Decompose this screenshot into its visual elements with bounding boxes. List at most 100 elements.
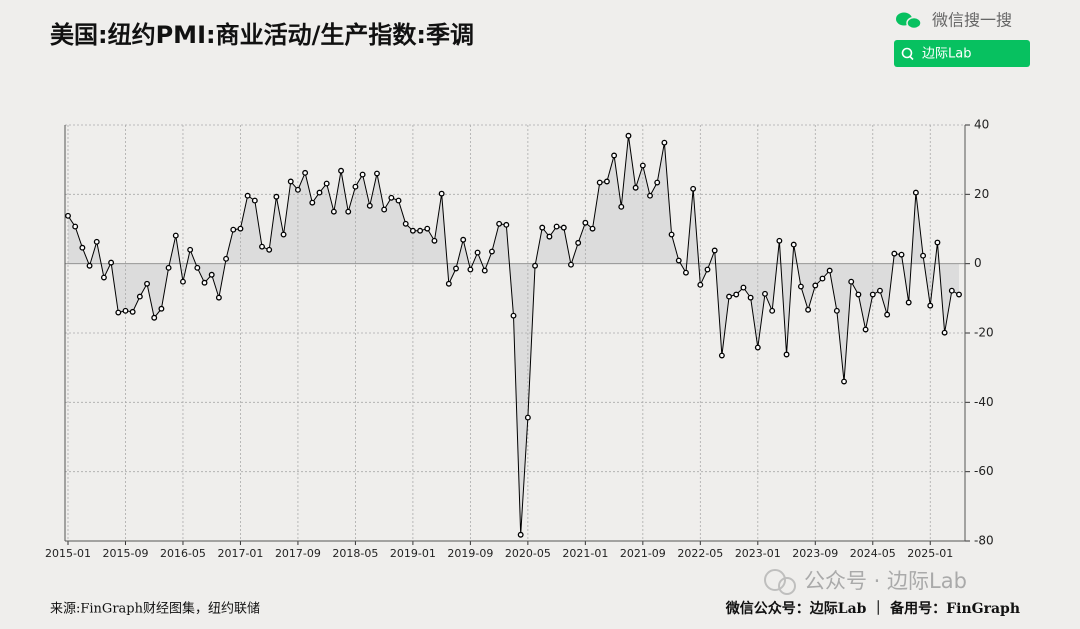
point bbox=[797, 283, 804, 290]
point bbox=[690, 185, 697, 192]
point bbox=[165, 264, 172, 271]
point bbox=[208, 271, 215, 278]
point bbox=[697, 281, 704, 288]
point bbox=[100, 274, 107, 281]
point bbox=[237, 225, 244, 232]
point bbox=[905, 299, 912, 306]
point bbox=[668, 231, 675, 238]
point bbox=[639, 162, 646, 169]
x-tick-label: 2023-01 bbox=[735, 547, 781, 560]
point bbox=[683, 269, 689, 276]
point bbox=[388, 194, 395, 201]
point bbox=[302, 169, 309, 176]
point bbox=[93, 238, 100, 245]
point bbox=[323, 180, 330, 187]
wechat-logo bbox=[896, 12, 922, 30]
point bbox=[805, 306, 812, 313]
x-tick-label: 2025-01 bbox=[907, 547, 953, 560]
point bbox=[869, 291, 876, 298]
point bbox=[402, 220, 409, 227]
point bbox=[841, 378, 847, 385]
point bbox=[453, 265, 459, 272]
point bbox=[129, 308, 136, 315]
point bbox=[309, 199, 316, 206]
x-tick-label: 2017-01 bbox=[217, 547, 263, 560]
y-tick-label: -40 bbox=[974, 395, 994, 409]
point bbox=[460, 236, 467, 243]
point bbox=[776, 237, 783, 244]
point bbox=[589, 225, 596, 232]
point bbox=[733, 291, 740, 298]
point bbox=[762, 290, 768, 297]
x-tick-label: 2017-09 bbox=[275, 547, 321, 560]
point bbox=[187, 246, 194, 253]
point bbox=[661, 139, 668, 146]
point bbox=[266, 246, 273, 253]
point bbox=[539, 224, 546, 231]
point bbox=[481, 267, 488, 274]
x-tick-label: 2021-01 bbox=[562, 547, 608, 560]
point bbox=[704, 266, 711, 273]
point bbox=[273, 193, 280, 200]
point bbox=[740, 284, 747, 291]
x-tick-label: 2023-09 bbox=[792, 547, 838, 560]
point bbox=[223, 255, 230, 262]
x-tick-label: 2015-01 bbox=[45, 547, 91, 560]
point bbox=[359, 171, 366, 178]
point bbox=[927, 302, 934, 309]
point bbox=[941, 329, 948, 336]
point bbox=[747, 294, 754, 301]
point bbox=[898, 251, 905, 258]
point bbox=[956, 291, 962, 298]
point bbox=[488, 248, 495, 255]
point bbox=[560, 224, 567, 231]
point bbox=[675, 257, 682, 264]
point bbox=[496, 220, 503, 227]
point bbox=[790, 241, 797, 248]
point bbox=[920, 252, 927, 259]
point bbox=[912, 189, 919, 196]
point bbox=[948, 287, 955, 294]
point bbox=[647, 192, 653, 199]
point bbox=[891, 250, 898, 257]
point bbox=[122, 307, 129, 314]
point bbox=[474, 249, 481, 256]
search-label: 微信搜一搜 bbox=[932, 11, 1012, 30]
point bbox=[603, 178, 610, 185]
footer-account: 微信公众号：边际Lab ｜ 备用号：FinGraph bbox=[725, 600, 1020, 617]
point bbox=[65, 212, 71, 219]
point bbox=[259, 243, 265, 250]
point bbox=[524, 414, 531, 421]
point bbox=[546, 233, 553, 240]
x-tick-label: 2018-05 bbox=[332, 547, 378, 560]
point bbox=[194, 264, 201, 271]
point bbox=[316, 189, 323, 196]
point bbox=[611, 152, 618, 159]
search-button[interactable] bbox=[894, 40, 1030, 67]
point bbox=[280, 231, 287, 238]
search-button-label: 边际Lab bbox=[922, 47, 971, 62]
point bbox=[826, 267, 833, 274]
point bbox=[510, 312, 517, 319]
point bbox=[769, 307, 776, 314]
point bbox=[366, 202, 373, 209]
point bbox=[711, 247, 718, 254]
y-tick-label: 0 bbox=[974, 256, 982, 270]
point bbox=[503, 221, 510, 228]
point bbox=[783, 351, 790, 358]
point bbox=[424, 225, 431, 232]
point bbox=[294, 186, 301, 193]
point bbox=[833, 307, 840, 314]
point bbox=[862, 326, 869, 333]
point bbox=[352, 183, 359, 190]
point bbox=[582, 219, 589, 226]
point bbox=[72, 223, 79, 230]
point bbox=[553, 223, 560, 230]
x-tick-label: 2016-05 bbox=[160, 547, 206, 560]
point bbox=[287, 178, 294, 185]
y-tick-label: -20 bbox=[974, 326, 994, 340]
y-tick-label: -60 bbox=[974, 464, 994, 478]
point bbox=[108, 259, 115, 266]
point bbox=[568, 261, 574, 268]
